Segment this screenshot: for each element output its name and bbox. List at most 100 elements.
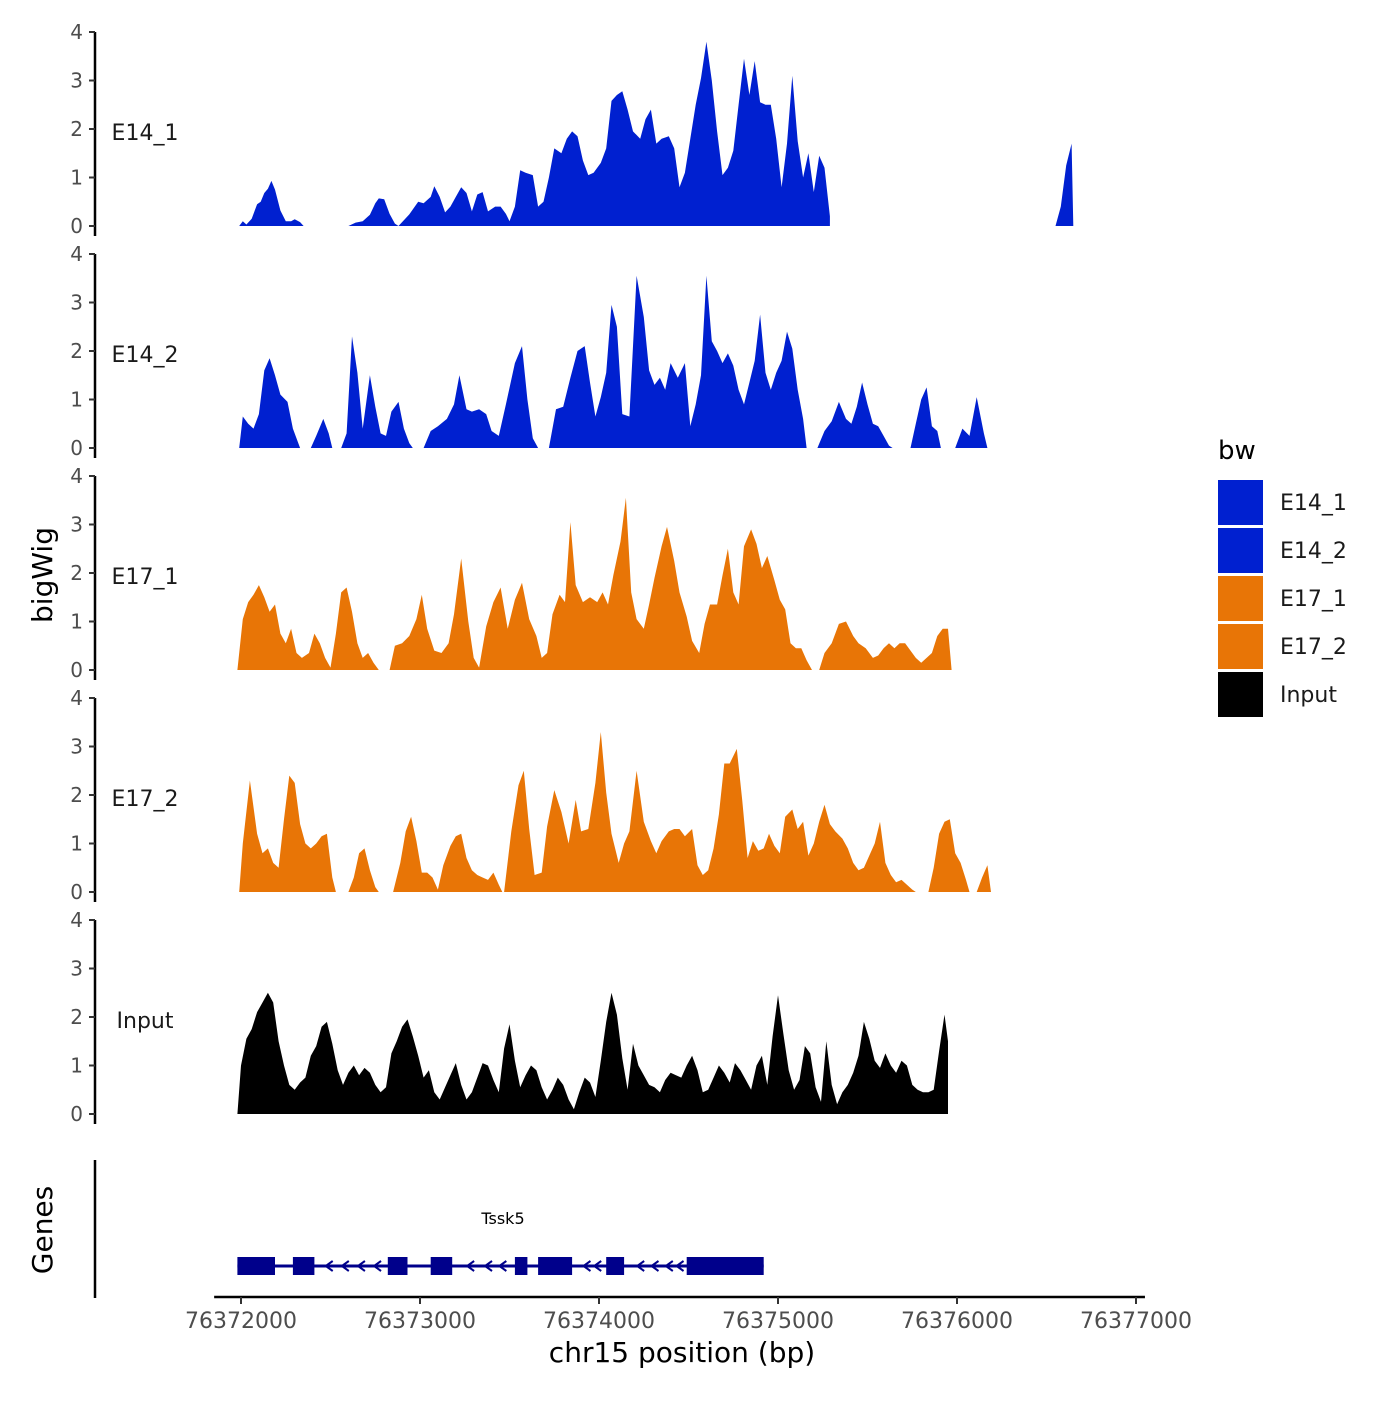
gene-exon-5: [514, 1257, 528, 1275]
gene-strand-arrow-10: [635, 1260, 645, 1272]
area-E14_2-segment-3: [341, 336, 413, 448]
gene-exon-6: [538, 1257, 573, 1275]
area-E14_2-segment-8: [955, 397, 988, 448]
area-E14_2-segment-6: [817, 382, 893, 448]
area-E17_2-segment-4: [504, 732, 916, 892]
tracks-layer: 0 1 2 3 4 E14_1 0 1 2 3 4 E14_2 0 1 2 3 4 E17_1 0 1 2 3 4 E17_2…: [70, 20, 1074, 1126]
legend-key-E17_2: [1218, 624, 1263, 669]
x-tick-label-76374000: 76374000: [543, 1309, 655, 1334]
gene-strand-arrow-8: [581, 1260, 592, 1272]
track-label-Input: Input: [117, 1009, 174, 1034]
y-tick-label-E17_2-2: 2: [70, 783, 83, 807]
track-label-E17_2: E17_2: [112, 787, 179, 812]
track-Input: 0 1 2 3 4 Input: [70, 908, 948, 1126]
gene-strand-arrow-13: [674, 1260, 685, 1272]
y-tick-label-E14_2-1: 1: [70, 388, 83, 412]
area-E17_1-segment-3: [819, 621, 952, 670]
legend-key-E17_1: [1218, 576, 1263, 621]
y-axis-title: bigWig: [26, 527, 59, 623]
gene-exon-8: [686, 1257, 764, 1275]
legend: bw E14_1 E14_2 E17_1 E17_2 Input: [1218, 436, 1347, 717]
y-tick-label-E17_1-3: 3: [70, 513, 83, 537]
gene-strand-arrow-7: [497, 1260, 507, 1272]
area-E17_2-segment-3: [393, 816, 503, 892]
y-tick-label-Input-3: 3: [70, 957, 83, 981]
track-E17_1: 0 1 2 3 4 E17_1: [70, 464, 952, 682]
y-tick-label-E14_1-3: 3: [70, 69, 83, 93]
y-tick-label-E17_1-1: 1: [70, 610, 83, 634]
area-E14_1-segment-1: [239, 180, 304, 226]
x-tick-label-76372000: 76372000: [185, 1309, 297, 1334]
gene-strand-arrow-9: [592, 1260, 602, 1272]
track-E14_2: 0 1 2 3 4 E14_2: [70, 242, 988, 460]
x-tick-label-76377000: 76377000: [1080, 1309, 1192, 1334]
gene-strand-arrow-12: [664, 1260, 674, 1272]
x-axis: 76372000 76373000 76374000 76375000 76376000…: [185, 1295, 1192, 1334]
y-tick-label-E17_2-0: 0: [70, 880, 83, 904]
gene-strand-arrow-2: [340, 1260, 350, 1272]
legend-title: bw: [1218, 436, 1256, 466]
x-tick-label-76373000: 76373000: [364, 1309, 476, 1334]
legend-key-E14_2: [1218, 528, 1263, 573]
legend-label-E17_2: E17_2: [1280, 635, 1347, 660]
legend-key-Input: [1218, 672, 1263, 717]
y-tick-label-E14_1-0: 0: [70, 214, 83, 238]
area-E17_2-segment-6: [976, 865, 991, 892]
genes-axis-title: Genes: [26, 1186, 59, 1274]
y-tick-label-E17_1-2: 2: [70, 561, 83, 585]
x-axis-title: chr15 position (bp): [549, 1336, 815, 1369]
gene-exon-2: [292, 1257, 315, 1275]
legend-key-E14_1: [1218, 480, 1263, 525]
track-label-E14_2: E14_2: [112, 343, 179, 368]
y-tick-label-E17_1-4: 4: [70, 464, 83, 488]
track-label-E14_1: E14_1: [112, 121, 179, 146]
gene-strand-arrow-1: [323, 1260, 334, 1272]
y-tick-label-E14_2-3: 3: [70, 291, 83, 315]
gene-name-label: Tssk5: [480, 1209, 524, 1228]
area-E17_1-segment-2: [389, 497, 812, 670]
gene-layer: Tssk5: [93, 1160, 764, 1298]
y-tick-label-E14_1-1: 1: [70, 166, 83, 190]
gene-exon-1: [237, 1257, 275, 1275]
y-tick-label-E14_2-0: 0: [70, 436, 83, 460]
area-E14_2-segment-7: [910, 387, 941, 448]
area-E14_2-segment-4: [423, 346, 539, 448]
gene-strand-arrow-5: [465, 1260, 475, 1272]
y-tick-label-E14_2-4: 4: [70, 242, 83, 266]
y-tick-label-E14_1-2: 2: [70, 117, 83, 141]
y-tick-label-E17_2-4: 4: [70, 686, 83, 710]
area-E14_1-segment-3: [1055, 143, 1074, 226]
gene-exon-7: [606, 1257, 625, 1275]
gene-strand-arrow-11: [649, 1260, 660, 1272]
legend-label-E17_1: E17_1: [1280, 587, 1347, 612]
gene-exon-3: [387, 1257, 408, 1275]
area-E17_1-segment-1: [237, 585, 379, 670]
area-E14_2-segment-1: [239, 358, 301, 448]
track-E14_1: 0 1 2 3 4 E14_1: [70, 20, 1074, 238]
y-tick-label-E17_1-0: 0: [70, 658, 83, 682]
area-E14_2-segment-5: [548, 275, 807, 448]
gene-strand-arrow-3: [356, 1260, 366, 1272]
gene-exon-4: [430, 1257, 453, 1275]
y-tick-label-Input-2: 2: [70, 1005, 83, 1029]
legend-label-E14_2: E14_2: [1280, 539, 1347, 564]
legend-label-Input: Input: [1280, 683, 1337, 708]
gene-strand-arrow-4: [372, 1260, 382, 1272]
area-E17_2-segment-5: [928, 819, 970, 892]
area-E17_2-segment-1: [239, 775, 336, 892]
track-label-E17_1: E17_1: [112, 565, 179, 590]
y-tick-label-E14_2-2: 2: [70, 339, 83, 363]
y-tick-label-E14_1-4: 4: [70, 20, 83, 44]
gene-strand-arrow-6: [483, 1260, 493, 1272]
legend-label-E14_1: E14_1: [1280, 491, 1347, 516]
y-tick-label-E17_2-1: 1: [70, 832, 83, 856]
legend-items: E14_1 E14_2 E17_1 E17_2 Input: [1218, 480, 1347, 717]
area-E14_1-segment-2: [348, 41, 830, 227]
y-tick-label-Input-4: 4: [70, 908, 83, 932]
x-tick-label-76376000: 76376000: [901, 1309, 1013, 1334]
area-Input-segment-1: [237, 992, 948, 1114]
track-E17_2: 0 1 2 3 4 E17_2: [70, 686, 991, 904]
y-tick-label-Input-0: 0: [70, 1102, 83, 1126]
